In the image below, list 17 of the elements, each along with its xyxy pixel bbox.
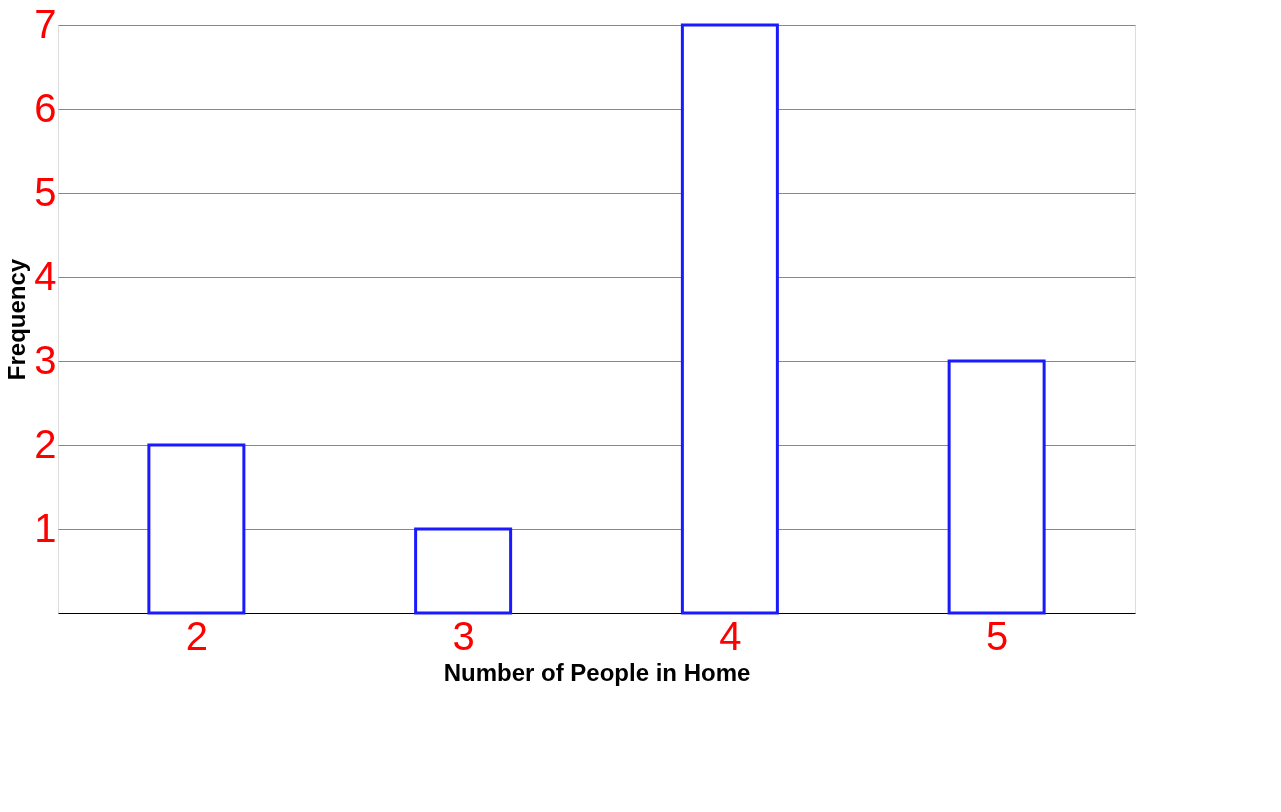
y-tick-label: 3 xyxy=(34,337,57,382)
y-tick-label: 6 xyxy=(34,85,57,130)
bar xyxy=(680,23,779,615)
y-tick-label: 5 xyxy=(34,169,57,214)
x-tick-label: 4 xyxy=(719,613,742,658)
y-tick-label: 4 xyxy=(34,253,57,298)
y-tick-label: 1 xyxy=(34,505,57,550)
bar xyxy=(414,527,513,615)
y-tick-label: 2 xyxy=(34,421,57,466)
y-axis-title: Frequency xyxy=(3,258,31,381)
bar xyxy=(947,359,1046,615)
x-tick-label: 5 xyxy=(986,613,1009,658)
x-axis-title: Number of People in Home xyxy=(443,658,751,686)
x-tick-label: 3 xyxy=(452,613,475,658)
y-tick-label: 7 xyxy=(34,1,57,46)
x-tick-label: 2 xyxy=(185,613,208,658)
bar xyxy=(147,443,246,615)
